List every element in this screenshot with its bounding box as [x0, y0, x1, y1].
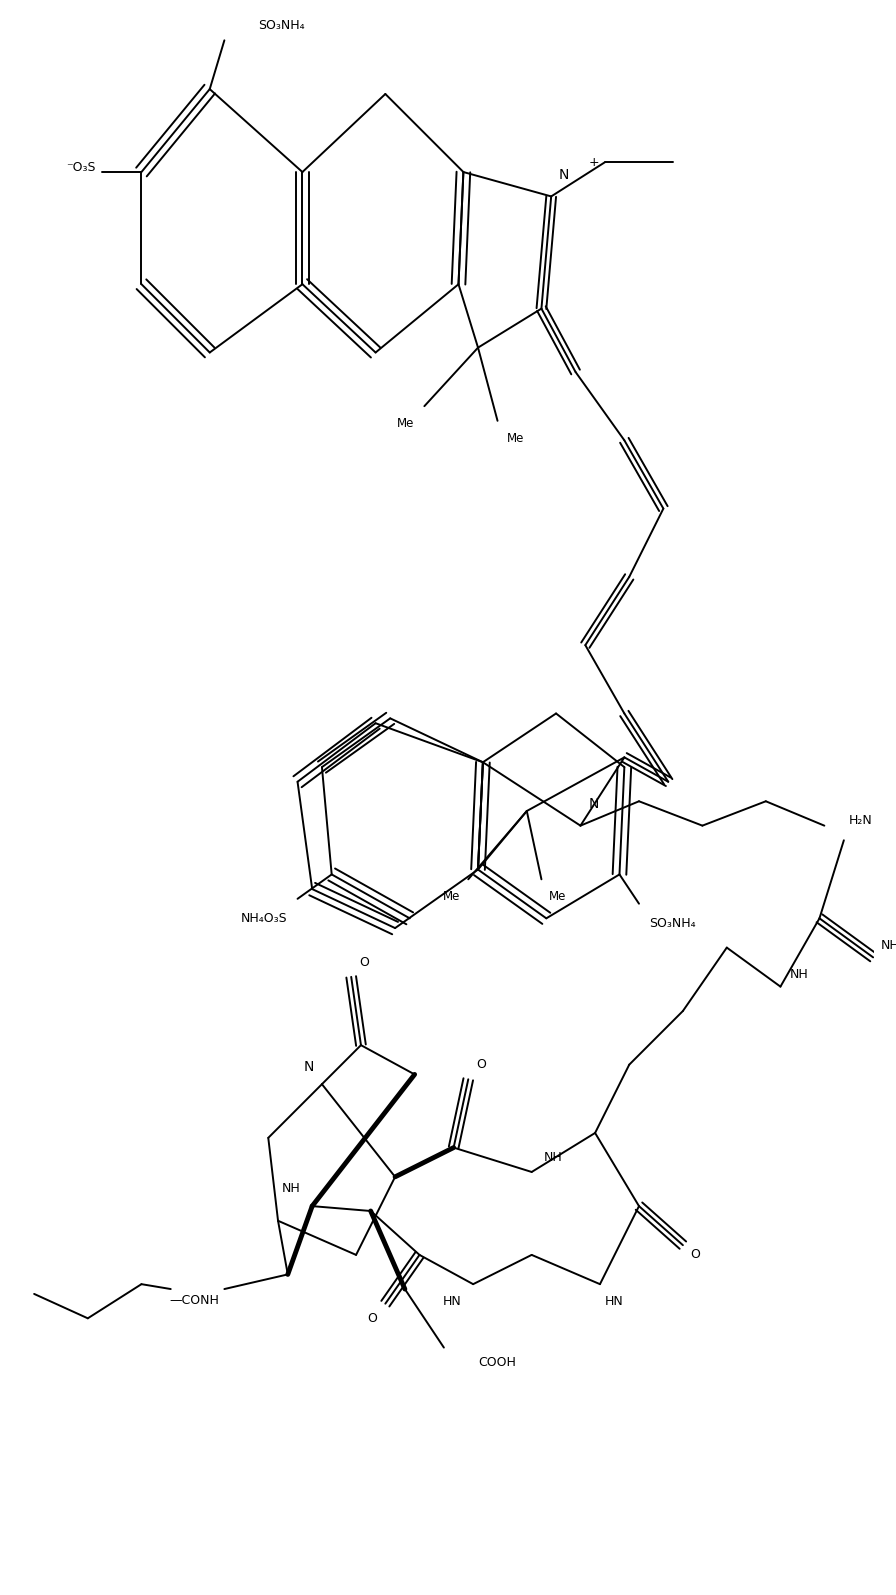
- Text: O: O: [359, 955, 369, 968]
- Text: NH: NH: [790, 968, 809, 981]
- Text: N: N: [304, 1059, 314, 1073]
- Text: NH: NH: [281, 1182, 300, 1195]
- Text: Me: Me: [444, 890, 461, 903]
- Text: H₂N: H₂N: [849, 815, 873, 828]
- Text: SO₃NH₄: SO₃NH₄: [259, 19, 306, 32]
- Text: Me: Me: [549, 890, 566, 903]
- Text: O: O: [476, 1057, 486, 1072]
- Text: HN: HN: [443, 1295, 461, 1308]
- Text: +: +: [589, 156, 599, 169]
- Text: HN: HN: [605, 1295, 624, 1308]
- Text: O: O: [367, 1311, 377, 1325]
- Text: —CONH: —CONH: [169, 1294, 220, 1308]
- Text: O: O: [691, 1249, 701, 1262]
- Text: NH: NH: [543, 1152, 562, 1164]
- Text: Me: Me: [507, 432, 525, 445]
- Text: NH: NH: [881, 939, 896, 952]
- Text: N: N: [589, 798, 599, 812]
- Text: ⁻O₃S: ⁻O₃S: [66, 161, 96, 174]
- Text: SO₃NH₄: SO₃NH₄: [649, 917, 695, 930]
- Text: NH₄O₃S: NH₄O₃S: [241, 912, 288, 925]
- Text: N: N: [559, 167, 569, 182]
- Text: COOH: COOH: [478, 1356, 516, 1369]
- Text: Me: Me: [397, 418, 415, 431]
